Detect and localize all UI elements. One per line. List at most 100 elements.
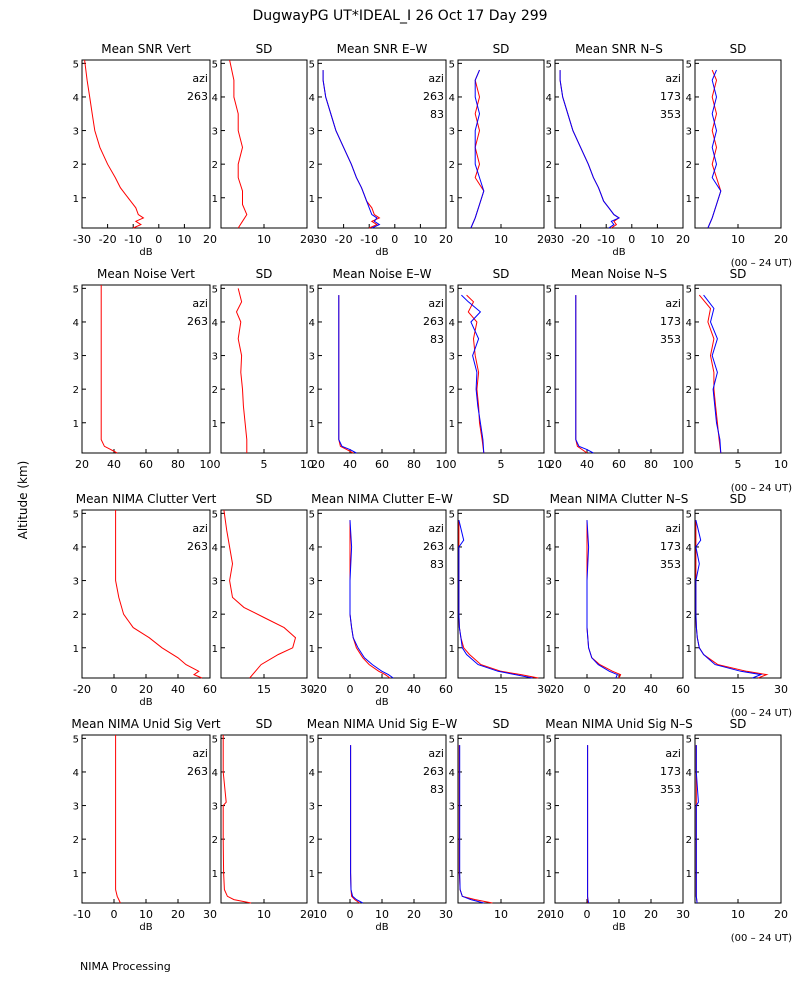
x-tick-label: 40	[107, 458, 121, 471]
y-tick-label: 4	[309, 543, 315, 554]
panel-r1-c3: Mean SNR E–W 1 2 3 4 5 -30 -20 -10 0 10 20 dB azi 263 8…	[309, 42, 453, 258]
x-tick-label: 100	[436, 458, 457, 471]
x-tick-label: -30	[546, 233, 564, 246]
time-note: (00 – 24 UT)	[731, 258, 792, 269]
y-tick-label: 5	[212, 59, 218, 70]
series-line-red-263	[100, 285, 118, 454]
y-tick-label: 1	[686, 419, 692, 430]
azi-value: 353	[660, 783, 681, 796]
panel-title: Mean Noise N–S	[571, 267, 667, 281]
y-tick-label: 4	[73, 93, 79, 104]
x-tick-label: 20	[171, 908, 185, 921]
x-tick-label: 5	[498, 458, 505, 471]
panel-r3-c1: Mean NIMA Clutter Vert 1 2 3 4 5 -20 0 20 40 60 dB a…	[73, 492, 217, 708]
panel-title: SD	[256, 492, 273, 506]
panel-title: SD	[493, 267, 510, 281]
x-tick-label: 5	[261, 458, 268, 471]
y-tick-label: 3	[449, 577, 455, 588]
x-tick-label: 30	[537, 683, 551, 696]
y-tick-label: 1	[309, 194, 315, 205]
y-tick-label: 1	[546, 869, 552, 880]
azi-value: 263	[423, 765, 444, 778]
series-line-red-263	[222, 735, 252, 904]
y-tick-label: 2	[309, 835, 315, 846]
series-line-blue-83	[322, 70, 381, 229]
x-tick-label: 20	[676, 233, 690, 246]
panel-r1-c6: SD 1 2 3 4 5 10 20	[686, 42, 788, 246]
y-tick-label: 4	[449, 318, 455, 329]
x-tick-label: 20	[774, 908, 788, 921]
azi-label: azi	[665, 522, 681, 535]
x-tick-label: 30	[676, 908, 690, 921]
time-note: (00 – 24 UT)	[731, 933, 792, 944]
y-tick-label: 1	[212, 644, 218, 655]
x-tick-label: 30	[774, 683, 788, 696]
series-line-blue-353	[695, 519, 763, 679]
y-tick-label: 2	[309, 160, 315, 171]
series-line-red-263	[115, 735, 121, 904]
x-tick-label: 40	[343, 458, 357, 471]
x-tick-label: 100	[200, 458, 221, 471]
y-tick-label: 1	[212, 419, 218, 430]
y-tick-label: 5	[309, 59, 315, 70]
y-tick-label: 4	[212, 318, 218, 329]
panel-r4-c6: SD 1 2 3 4 5 10 20	[686, 717, 788, 921]
y-tick-label: 5	[686, 509, 692, 520]
series-line-red-263	[115, 510, 203, 679]
y-tick-label: 4	[546, 93, 552, 104]
series-line-blue-353	[587, 745, 590, 904]
panel-title: SD	[730, 492, 747, 506]
y-tick-label: 5	[212, 509, 218, 520]
x-tick-label: 20	[139, 683, 153, 696]
y-tick-label: 4	[309, 318, 315, 329]
azi-label: azi	[428, 297, 444, 310]
y-tick-label: 2	[546, 385, 552, 396]
y-tick-label: 3	[73, 577, 79, 588]
x-tick-label: 40	[644, 683, 658, 696]
x-axis-label: dB	[612, 247, 625, 258]
azi-value: 263	[187, 765, 208, 778]
y-tick-label: 4	[449, 543, 455, 554]
y-tick-label: 2	[73, 610, 79, 621]
x-axis-label: dB	[139, 697, 152, 708]
azi-value: 263	[187, 90, 208, 103]
figure-title: DugwayPG UT*IDEAL_I 26 Oct 17 Day 299	[252, 8, 547, 24]
y-tick-label: 3	[686, 577, 692, 588]
x-tick-label: 40	[407, 683, 421, 696]
series-line-blue-83	[338, 295, 357, 454]
y-tick-label: 2	[73, 835, 79, 846]
y-tick-label: 1	[449, 419, 455, 430]
azi-value: 173	[660, 315, 681, 328]
y-tick-label: 3	[449, 802, 455, 813]
x-tick-label: 0	[391, 233, 398, 246]
series-line-blue-83	[461, 294, 485, 454]
y-tick-label: 2	[686, 835, 692, 846]
y-tick-label: 4	[686, 543, 692, 554]
y-tick-label: 3	[73, 127, 79, 138]
panel-frame	[81, 59, 211, 229]
y-tick-label: 1	[546, 194, 552, 205]
panel-frame	[317, 59, 447, 229]
footer-label: NIMA Processing	[80, 960, 171, 973]
panel-r2-c3: Mean Noise E–W 1 2 3 4 5 20 40 60 80 100 azi 263 83	[309, 267, 457, 471]
azi-label: azi	[665, 297, 681, 310]
azi-value: 83	[430, 108, 444, 121]
panel-title: SD	[730, 42, 747, 56]
y-tick-label: 5	[73, 734, 79, 745]
x-tick-label: 60	[203, 683, 217, 696]
panel-r4-c5: Mean NIMA Unid Sig N–S 1 2 3 4 5 -10 0 10 20 30 dB a…	[545, 717, 693, 933]
x-tick-label: 30	[300, 683, 314, 696]
series-line-red-263	[466, 294, 485, 454]
y-tick-label: 4	[686, 768, 692, 779]
x-tick-label: 40	[171, 683, 185, 696]
y-tick-label: 5	[546, 734, 552, 745]
y-tick-label: 1	[73, 869, 79, 880]
y-tick-label: 1	[449, 194, 455, 205]
azi-label: azi	[428, 522, 444, 535]
y-tick-label: 2	[449, 160, 455, 171]
series-line-blue-83	[459, 745, 484, 904]
x-tick-label: 10	[257, 908, 271, 921]
x-tick-label: 15	[494, 683, 508, 696]
y-tick-label: 2	[686, 385, 692, 396]
